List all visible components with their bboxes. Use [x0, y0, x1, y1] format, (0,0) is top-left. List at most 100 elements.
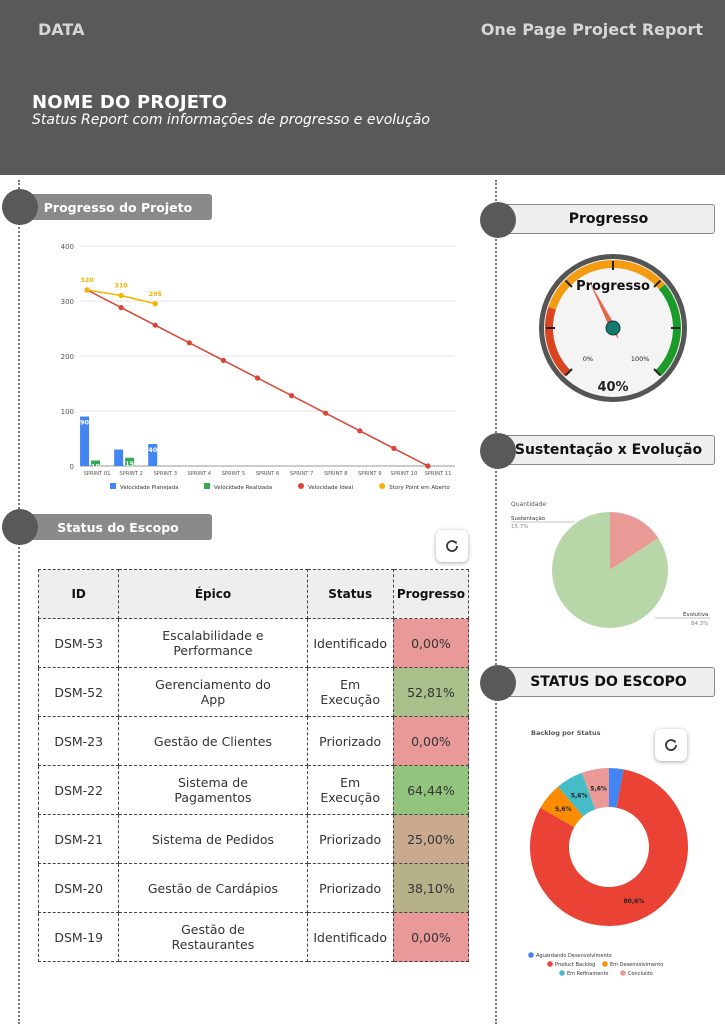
series-point [220, 357, 227, 363]
y-tick-label: 400 [61, 243, 74, 251]
cell-id: DSM-53 [37, 618, 120, 668]
legend-label: Product Backlog [555, 962, 595, 968]
bar-data-label: 90 [80, 419, 90, 427]
gauge-tick [653, 368, 662, 377]
gauge-band [548, 260, 666, 310]
x-tick-label: SPRINT 3 [153, 471, 177, 477]
section-marker [2, 509, 38, 545]
cell-id: DSM-19 [37, 912, 120, 962]
cell-status: Identificado [306, 912, 394, 962]
section-marker [480, 665, 516, 701]
gauge-tick [564, 368, 573, 377]
section-label: Progresso do Projeto [43, 199, 193, 215]
bar-data-label: 40 [148, 446, 158, 454]
donut-data-label: 80,6% [623, 898, 644, 905]
cell-status: Identificado [306, 618, 394, 668]
cell-status: Em Execução [306, 667, 394, 717]
table-row: DSM-22 Sistema de Pagamentos Em Execução 64… [37, 765, 470, 815]
refresh-icon [446, 540, 458, 552]
cell-progress: 52,81% [392, 667, 470, 717]
cell-progress: 25,00% [392, 814, 470, 864]
cell-epic: Gestão de Clientes [118, 716, 308, 766]
cell-id: DSM-22 [37, 765, 120, 815]
legend-label: Concluído [628, 970, 653, 977]
series-point [254, 375, 261, 381]
pie-label: Evolutiva [683, 612, 708, 618]
backlog-status-donut-chart: Backlog por Status80,6%5,6%5,6%5,6%Aguar… [528, 729, 688, 977]
cell-epic: Gestão de Restaurantes [118, 912, 308, 962]
legend-swatch [298, 483, 304, 489]
section-progresso-projeto: Progresso do Projeto [24, 194, 212, 220]
legend-label: Aguardando Desenvolvimento [536, 953, 612, 959]
section-label: Sustentação x Evolução [514, 442, 703, 458]
col-status-header: Status [306, 569, 394, 619]
x-tick-label: SPRINT 01 [84, 471, 111, 477]
bar [91, 460, 101, 466]
section-label: STATUS DO ESCOPO [530, 674, 687, 690]
legend-swatch [204, 483, 210, 489]
sprint-velocity-chart: 0 100 200 300 400 SPRINT 01 SPRINT 2 SPRINT 3 SP… [61, 243, 455, 491]
cell-progress: 0,00% [392, 716, 470, 766]
series-point [357, 428, 363, 434]
cell-progress: 38,10% [392, 863, 470, 913]
x-tick-label: SPRINT 9 [358, 471, 382, 477]
donut-title: Backlog por Status [531, 729, 601, 737]
gauge-hub [605, 320, 621, 336]
series-point [152, 322, 158, 328]
table-row: DSM-23 Gestão de Clientes Priorizado 0,00% [37, 716, 470, 766]
series-point [391, 445, 397, 451]
x-tick-label: SPRINT 7 [290, 471, 314, 477]
cell-epic: Gestão de Cardápios [118, 863, 308, 913]
gauge-tick [653, 279, 662, 288]
pie-value-label: 84,3% [691, 621, 708, 627]
x-tick-label: SPRINT 5 [222, 471, 246, 477]
legend-label: Velocidade Planejada [120, 485, 179, 491]
cell-epic: Escalabilidade e Performance [118, 618, 308, 668]
donut-data-label: 5,6% [571, 793, 588, 800]
bar-data-label: 10 [91, 463, 101, 471]
gauge-max-label: 100% [631, 355, 650, 363]
donut-slice [558, 772, 596, 817]
legend-swatch [620, 970, 626, 976]
legend-swatch [602, 961, 608, 967]
pie-label: Sustentação [511, 516, 546, 522]
refresh-button[interactable] [436, 530, 468, 562]
cell-progress: 0,00% [392, 618, 470, 668]
series-point [186, 340, 192, 346]
x-tick-label: SPRINT 10 [390, 471, 417, 477]
gauge-band [545, 306, 571, 377]
col-id-header: ID [37, 569, 120, 619]
section-label: Status do Escopo [57, 519, 179, 535]
pie-slice [610, 512, 659, 570]
x-tick-label: SPRINT 2 [119, 471, 143, 477]
gauge-title: Progresso [576, 279, 650, 294]
legend-swatch [559, 970, 565, 976]
bar [148, 444, 158, 466]
series-point [425, 463, 431, 469]
cell-id: DSM-20 [37, 863, 120, 913]
legend-label: Em Desenvolvimento [610, 962, 663, 968]
table-row: DSM-19 Gestão de Restaurantes Identificado… [37, 912, 470, 962]
col-epic-header: Épico [118, 569, 308, 619]
refresh-button-backlog[interactable] [655, 729, 687, 761]
section-marker [2, 189, 38, 225]
legend-label: Velocidade Realizada [214, 485, 272, 491]
cell-epic: Sistema de Pedidos [118, 814, 308, 864]
section-label: Progresso [568, 211, 649, 227]
series-point [118, 305, 124, 311]
donut-data-label: 5,6% [555, 806, 572, 813]
donut-slice [530, 769, 688, 926]
series-point [152, 301, 158, 307]
table-row: DSM-21 Sistema de Pedidos Priorizado 25,00% [37, 814, 470, 864]
section-marker [480, 202, 516, 238]
x-tick-label: SPRINT 4 [188, 471, 212, 477]
report-header: DATA One Page Project Report NOME DO PRO… [0, 0, 725, 175]
gauge-min-label: 0% [583, 355, 593, 363]
header-left-label: DATA [38, 20, 85, 39]
y-tick-label: 0 [70, 463, 74, 471]
bar [80, 416, 90, 466]
cell-epic: Gerenciamento do App [118, 667, 308, 717]
legend-swatch [547, 961, 553, 967]
donut-slice [581, 768, 609, 810]
pie-value-label: 15,7% [511, 524, 528, 530]
